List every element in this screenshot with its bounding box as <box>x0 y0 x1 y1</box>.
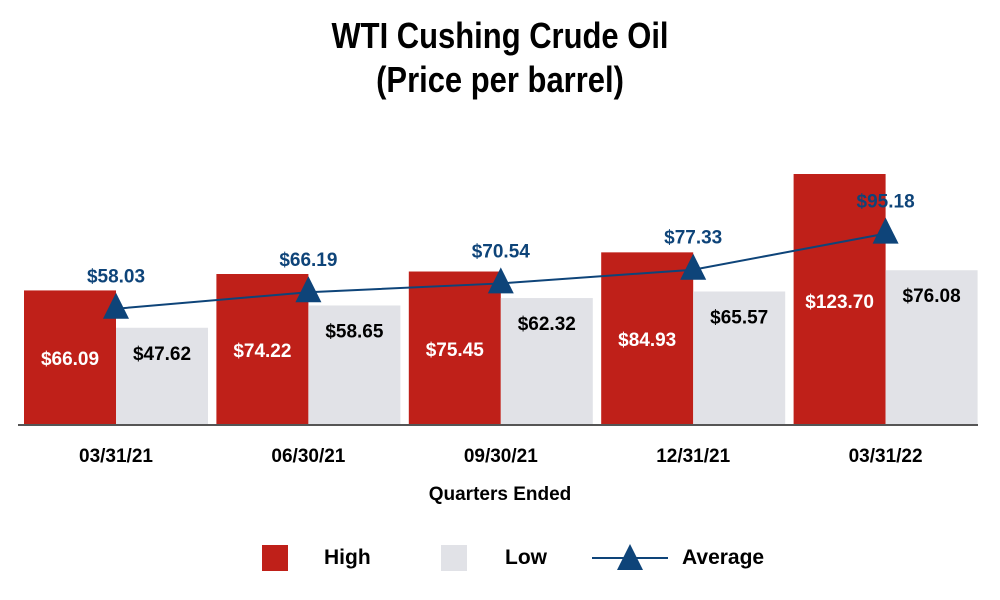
data-label-high: $74.22 <box>233 341 291 362</box>
legend-label-average: Average <box>682 546 765 569</box>
x-tick-label: 09/30/21 <box>464 446 538 467</box>
chart-title: WTI Cushing Crude Oil (Price per barrel) <box>0 14 1000 102</box>
marker-average <box>487 267 514 294</box>
data-label-high: $66.09 <box>41 349 99 370</box>
legend: High Low Average <box>0 540 1000 576</box>
x-axis-title: Quarters Ended <box>429 484 572 505</box>
bar-low <box>885 270 978 424</box>
x-tick-label: 03/31/21 <box>79 446 153 467</box>
legend-swatch-high <box>262 545 288 571</box>
bar-high <box>408 271 501 424</box>
marker-average <box>103 292 129 319</box>
bar-low <box>116 327 208 424</box>
legend-swatch-low <box>441 545 467 571</box>
data-label-low: $58.65 <box>325 321 384 342</box>
bar-low <box>500 298 593 424</box>
bar-low <box>693 291 786 424</box>
legend-label-high: High <box>324 546 371 569</box>
data-label-low: $47.62 <box>133 344 191 365</box>
legend-item-average: Average <box>592 540 764 576</box>
data-label-high: $75.45 <box>426 340 485 361</box>
data-label-high: $84.93 <box>618 330 676 351</box>
data-label-average: $77.33 <box>664 228 722 249</box>
data-label-average: $70.54 <box>472 241 531 262</box>
data-label-low: $62.32 <box>518 314 576 335</box>
x-tick-label: 12/31/21 <box>656 446 730 467</box>
bar-high <box>601 252 694 424</box>
marker-average <box>680 253 707 280</box>
marker-average <box>295 276 322 303</box>
data-label-low: $65.57 <box>710 307 768 328</box>
bar-high <box>793 174 886 424</box>
chart-title-line-2: (Price per barrel) <box>376 59 624 100</box>
chart-title-line-1: WTI Cushing Crude Oil <box>331 15 669 56</box>
legend-item-low: Low <box>441 540 547 576</box>
x-tick-label: 03/31/22 <box>849 446 923 467</box>
legend-swatch-average <box>592 544 668 570</box>
marker-average <box>872 217 899 244</box>
legend-label-low: Low <box>505 546 547 569</box>
bar-high <box>24 290 116 424</box>
bar-low <box>308 305 401 424</box>
data-label-low: $76.08 <box>903 286 961 307</box>
data-label-average: $66.19 <box>279 250 337 271</box>
data-label-average: $58.03 <box>87 267 145 288</box>
data-label-average: $95.18 <box>857 192 915 213</box>
legend-item-high: High <box>262 540 371 576</box>
x-tick-label: 06/30/21 <box>271 446 345 467</box>
data-label-high: $123.70 <box>805 292 874 313</box>
